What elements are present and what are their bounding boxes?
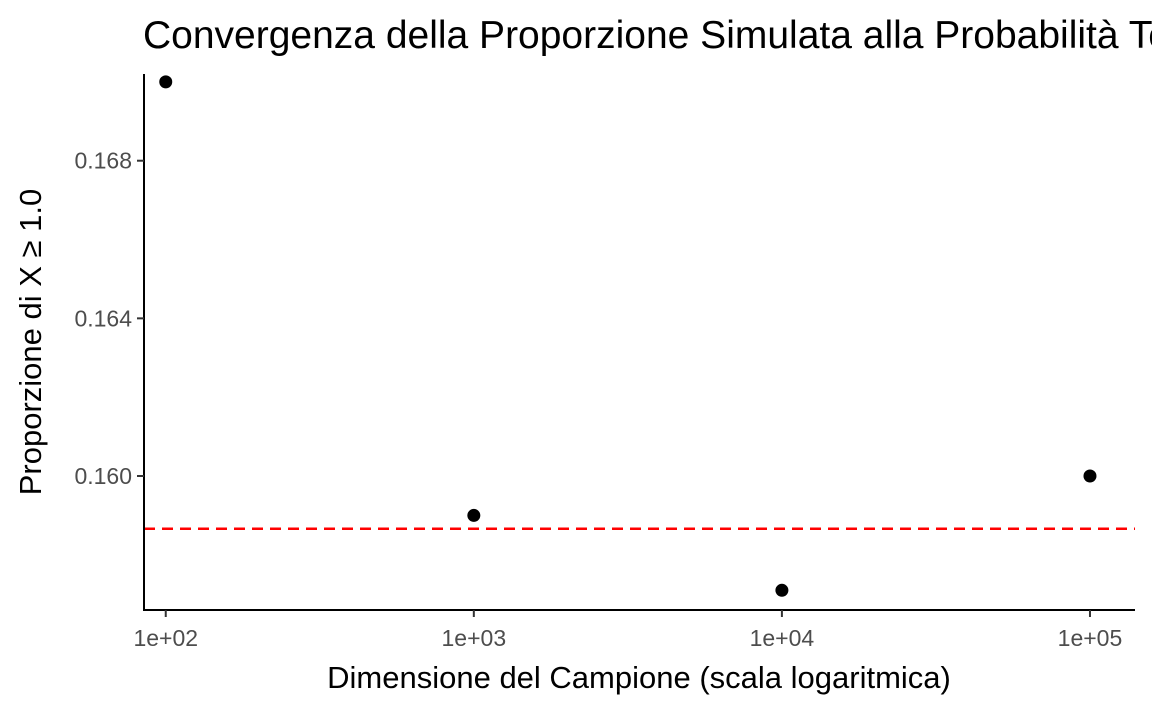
y-axis-title: Proporzione di X ≥ 1.0 xyxy=(13,189,48,496)
x-tick-label: 1e+05 xyxy=(1058,625,1123,651)
data-point xyxy=(1083,469,1097,483)
x-tick-label: 1e+02 xyxy=(133,625,198,651)
plot-area xyxy=(144,75,1135,597)
x-axis-title: Dimensione del Campione (scala logaritmi… xyxy=(327,660,951,695)
x-tick-label: 1e+04 xyxy=(750,625,815,651)
y-axis-ticks: 0.160 0.164 0.168 xyxy=(74,148,144,489)
x-axis-ticks: 1e+02 1e+03 1e+04 1e+05 xyxy=(133,610,1122,651)
y-tick-label: 0.164 xyxy=(74,305,132,331)
y-tick-label: 0.160 xyxy=(74,463,132,489)
chart-title: Convergenza della Proporzione Simulata a… xyxy=(143,14,1152,57)
data-point xyxy=(775,583,789,597)
data-points xyxy=(159,75,1097,597)
data-point xyxy=(159,75,173,89)
x-tick-label: 1e+03 xyxy=(442,625,507,651)
data-point xyxy=(467,508,481,522)
y-tick-label: 0.168 xyxy=(74,148,132,174)
